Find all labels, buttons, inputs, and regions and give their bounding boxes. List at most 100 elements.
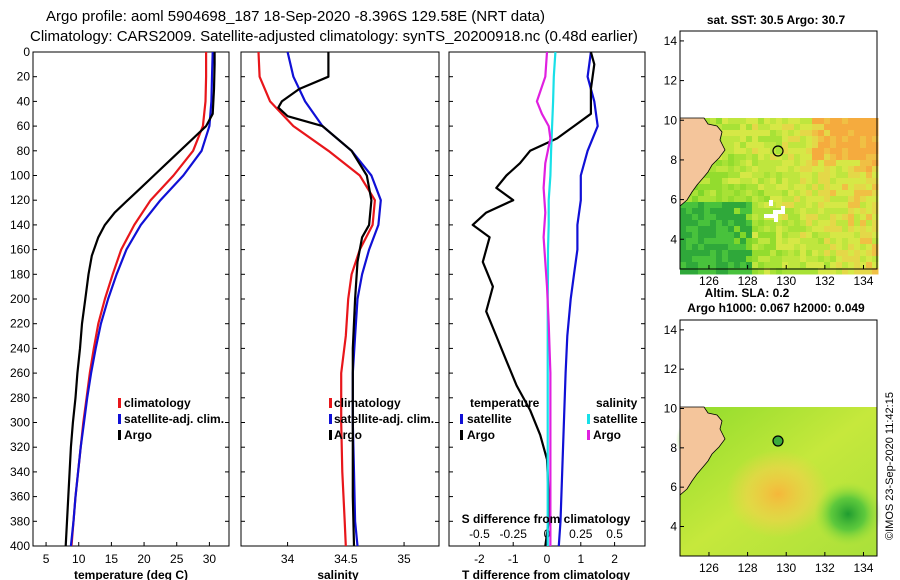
sst-cell [734, 214, 741, 221]
sst-cell [812, 202, 819, 209]
sst-cell [764, 190, 771, 197]
sst-cell [794, 142, 801, 149]
sst-cell [740, 142, 747, 149]
sst-cell [764, 232, 771, 239]
sst-cell [818, 220, 825, 227]
sst-cell [734, 250, 741, 257]
sst-cell [770, 250, 777, 257]
sst-cell [794, 124, 801, 131]
sst-cell [860, 154, 867, 161]
sst-cell [830, 190, 837, 197]
sst-cell [812, 190, 819, 197]
map-lon-tick-label: 132 [815, 274, 835, 288]
sst-cell [830, 256, 837, 263]
sst-cell [770, 118, 777, 125]
sst-cell [830, 166, 837, 173]
sst-cell [836, 178, 843, 185]
sst-cell [818, 268, 825, 275]
sst-cell [734, 232, 741, 239]
sst-cell [872, 262, 879, 269]
sst-cell [722, 184, 729, 191]
land-coastline [679, 406, 726, 496]
sst-cell [686, 256, 693, 263]
sst-cell [740, 208, 747, 215]
sst-cell [842, 118, 849, 125]
sst-cell [842, 202, 849, 209]
sst-cell [704, 268, 711, 275]
sst-cell [818, 160, 825, 167]
sst-cell [794, 196, 801, 203]
sst-cell [872, 124, 879, 131]
sst-cell [794, 184, 801, 191]
white-pixel-marker [764, 200, 785, 222]
sst-cell [848, 166, 855, 173]
sst-cell [692, 214, 699, 221]
sst-cell [866, 190, 873, 197]
sst-cell [758, 166, 765, 173]
sst-cell [740, 226, 747, 233]
sst-cell [770, 268, 777, 275]
sst-cell [866, 226, 873, 233]
sst-cell [758, 238, 765, 245]
sst-cell [806, 142, 813, 149]
sst-cell [860, 202, 867, 209]
sst-cell [872, 184, 879, 191]
x-tick-label: 34.5 [334, 552, 358, 566]
sst-cell [764, 136, 771, 143]
sst-cell [740, 118, 747, 125]
x-tick-label: 25 [170, 552, 184, 566]
sst-cell [776, 172, 783, 179]
series-line-s-argo [535, 52, 552, 546]
sst-cell [770, 130, 777, 137]
sst-cell [740, 256, 747, 263]
sst-cell [782, 124, 789, 131]
sst-cell [872, 190, 879, 197]
sst-cell [860, 256, 867, 263]
sst-cell [758, 148, 765, 155]
sst-cell [782, 118, 789, 125]
sst-cell [722, 196, 729, 203]
sst-cell [818, 178, 825, 185]
sst-cell [758, 208, 765, 215]
depth-tick-label: 300 [10, 416, 30, 430]
sst-cell [776, 154, 783, 161]
sst-cell [758, 268, 765, 275]
sst-cell [722, 238, 729, 245]
sst-cell [752, 124, 759, 131]
sst-cell [728, 202, 735, 209]
sst-cell [758, 178, 765, 185]
map-lat-tick-label: 12 [664, 362, 678, 376]
sst-cell [716, 226, 723, 233]
sst-cell [782, 178, 789, 185]
sst-cell [704, 244, 711, 251]
sst-cell [848, 124, 855, 131]
sst-cell [722, 220, 729, 227]
x-tick-label: 35 [397, 552, 411, 566]
sst-cell [788, 190, 795, 197]
sst-cell [848, 232, 855, 239]
sst-cell [788, 148, 795, 155]
sst-cell [728, 190, 735, 197]
sst-cell [806, 124, 813, 131]
sst-cell [842, 190, 849, 197]
sst-cell [872, 130, 879, 137]
sst-cell [824, 232, 831, 239]
x-tick-label: 0 [544, 552, 551, 566]
sst-cell [794, 154, 801, 161]
sst-cell [836, 238, 843, 245]
sst-cell [686, 202, 693, 209]
sst-cell [716, 262, 723, 269]
sst-cell [806, 262, 813, 269]
sst-cell [836, 142, 843, 149]
sst-cell [758, 160, 765, 167]
sst-cell [746, 232, 753, 239]
sst-cell [722, 250, 729, 257]
sst-cell [818, 142, 825, 149]
sst-cell [704, 172, 711, 179]
sst-cell [734, 166, 741, 173]
sst-cell [818, 232, 825, 239]
sst-cell [758, 250, 765, 257]
temperature-axis-ticks: 5 10 15 20 25 30 [43, 542, 216, 566]
sst-cell [866, 118, 873, 125]
sst-cell [782, 172, 789, 179]
